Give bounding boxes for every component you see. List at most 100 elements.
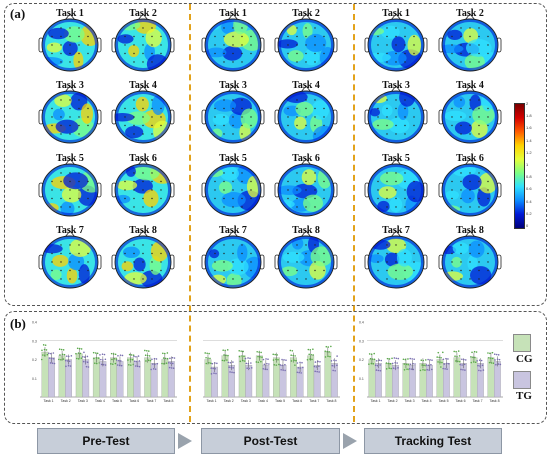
data-point <box>370 353 373 356</box>
data-point <box>487 356 490 359</box>
data-point <box>331 364 334 367</box>
x-tick-label: Task 6 <box>455 399 465 403</box>
data-point <box>430 363 432 366</box>
data-point <box>44 344 47 346</box>
data-point <box>439 361 441 364</box>
data-point <box>233 371 235 374</box>
data-point <box>162 357 165 359</box>
data-point <box>462 368 464 371</box>
data-point <box>212 367 214 370</box>
data-point <box>94 352 97 354</box>
data-point <box>100 358 102 361</box>
data-point <box>454 355 456 357</box>
data-point <box>374 364 377 367</box>
bar-tg <box>116 361 124 398</box>
data-point <box>327 355 329 358</box>
data-point <box>228 366 231 368</box>
bar-cg <box>75 353 83 398</box>
topomap-head <box>438 85 502 144</box>
data-point <box>137 355 140 357</box>
data-point <box>244 360 246 362</box>
data-point <box>428 369 431 371</box>
task-label: Task 3 <box>219 80 247 91</box>
data-point <box>46 353 49 356</box>
bar-tg <box>375 363 382 398</box>
colorbar-tick-label: 1.2 <box>526 149 532 155</box>
data-point <box>378 359 381 362</box>
bar-cg <box>453 357 461 398</box>
data-point <box>162 352 164 355</box>
task-label: Task 4 <box>292 80 320 91</box>
data-point <box>208 352 210 355</box>
legend-cg-label: CG <box>516 353 533 365</box>
data-point <box>214 362 216 364</box>
data-point <box>80 357 83 359</box>
data-point <box>134 360 136 363</box>
data-point <box>268 363 270 365</box>
data-point <box>312 348 314 351</box>
x-tick-label: Task 5 <box>438 399 448 403</box>
data-point <box>150 368 152 371</box>
data-point <box>379 369 382 372</box>
data-point <box>135 355 137 358</box>
data-point <box>289 349 292 352</box>
x-tick-label: Task 8 <box>163 399 173 403</box>
x-tick-label: Task 7 <box>472 399 482 403</box>
data-point <box>223 354 225 356</box>
data-point <box>478 359 481 362</box>
x-tick-label: Task 1 <box>370 399 380 403</box>
data-point <box>60 358 62 361</box>
topomap-head <box>274 85 338 144</box>
data-point <box>266 362 268 365</box>
data-point <box>53 362 56 365</box>
data-point <box>275 358 277 361</box>
task-label: Task 5 <box>56 153 84 164</box>
data-point <box>290 360 293 362</box>
data-point <box>239 360 242 363</box>
data-point <box>368 353 371 355</box>
x-tick-label: Task 3 <box>404 399 414 403</box>
task-label: Task 1 <box>382 8 410 19</box>
data-point <box>110 363 112 365</box>
data-point <box>379 364 381 366</box>
data-point <box>48 352 50 355</box>
bar-cg <box>161 359 169 398</box>
data-point <box>79 352 82 355</box>
data-point <box>164 357 167 360</box>
data-point <box>273 364 276 366</box>
data-point <box>215 372 217 375</box>
topomap-head <box>201 85 265 144</box>
data-point <box>459 363 461 366</box>
data-point <box>494 359 496 361</box>
data-point <box>229 361 232 364</box>
topomap-head <box>201 13 265 72</box>
colorbar <box>514 103 525 229</box>
data-point <box>423 364 425 367</box>
bar-tg <box>99 361 107 398</box>
bar-tg <box>330 363 338 398</box>
x-tick-label: Task 5 <box>112 399 122 403</box>
data-point <box>111 363 114 365</box>
data-point <box>78 347 81 350</box>
data-point <box>461 364 463 366</box>
x-tick-label: Task 7 <box>309 399 319 403</box>
data-point <box>369 357 372 360</box>
x-tick-label: Task 8 <box>326 399 336 403</box>
data-point <box>118 364 121 367</box>
topomap-head <box>111 158 175 217</box>
data-point <box>121 354 124 357</box>
data-point <box>460 368 462 371</box>
data-point <box>405 363 408 366</box>
data-point <box>169 357 171 360</box>
topomap-head <box>201 158 265 217</box>
data-point <box>257 361 260 364</box>
data-point <box>232 361 234 363</box>
data-point <box>64 359 67 362</box>
task-label: Task 3 <box>382 80 410 91</box>
data-point <box>315 366 318 368</box>
legend-tg-label: TG <box>516 390 532 402</box>
bar-tg <box>167 361 175 398</box>
data-point <box>60 348 63 351</box>
data-point <box>492 362 495 365</box>
data-point <box>299 367 302 369</box>
